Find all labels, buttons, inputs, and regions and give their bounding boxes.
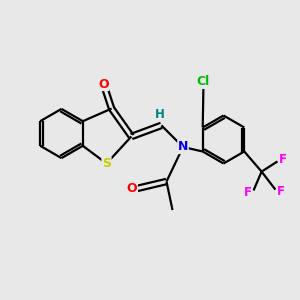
Text: F: F bbox=[279, 153, 287, 167]
Text: N: N bbox=[178, 140, 188, 154]
Text: S: S bbox=[102, 157, 111, 170]
Text: Cl: Cl bbox=[197, 75, 210, 88]
Text: F: F bbox=[277, 184, 285, 198]
Text: O: O bbox=[127, 182, 137, 195]
Text: F: F bbox=[244, 185, 252, 199]
Text: H: H bbox=[155, 107, 165, 121]
Text: O: O bbox=[98, 77, 109, 91]
